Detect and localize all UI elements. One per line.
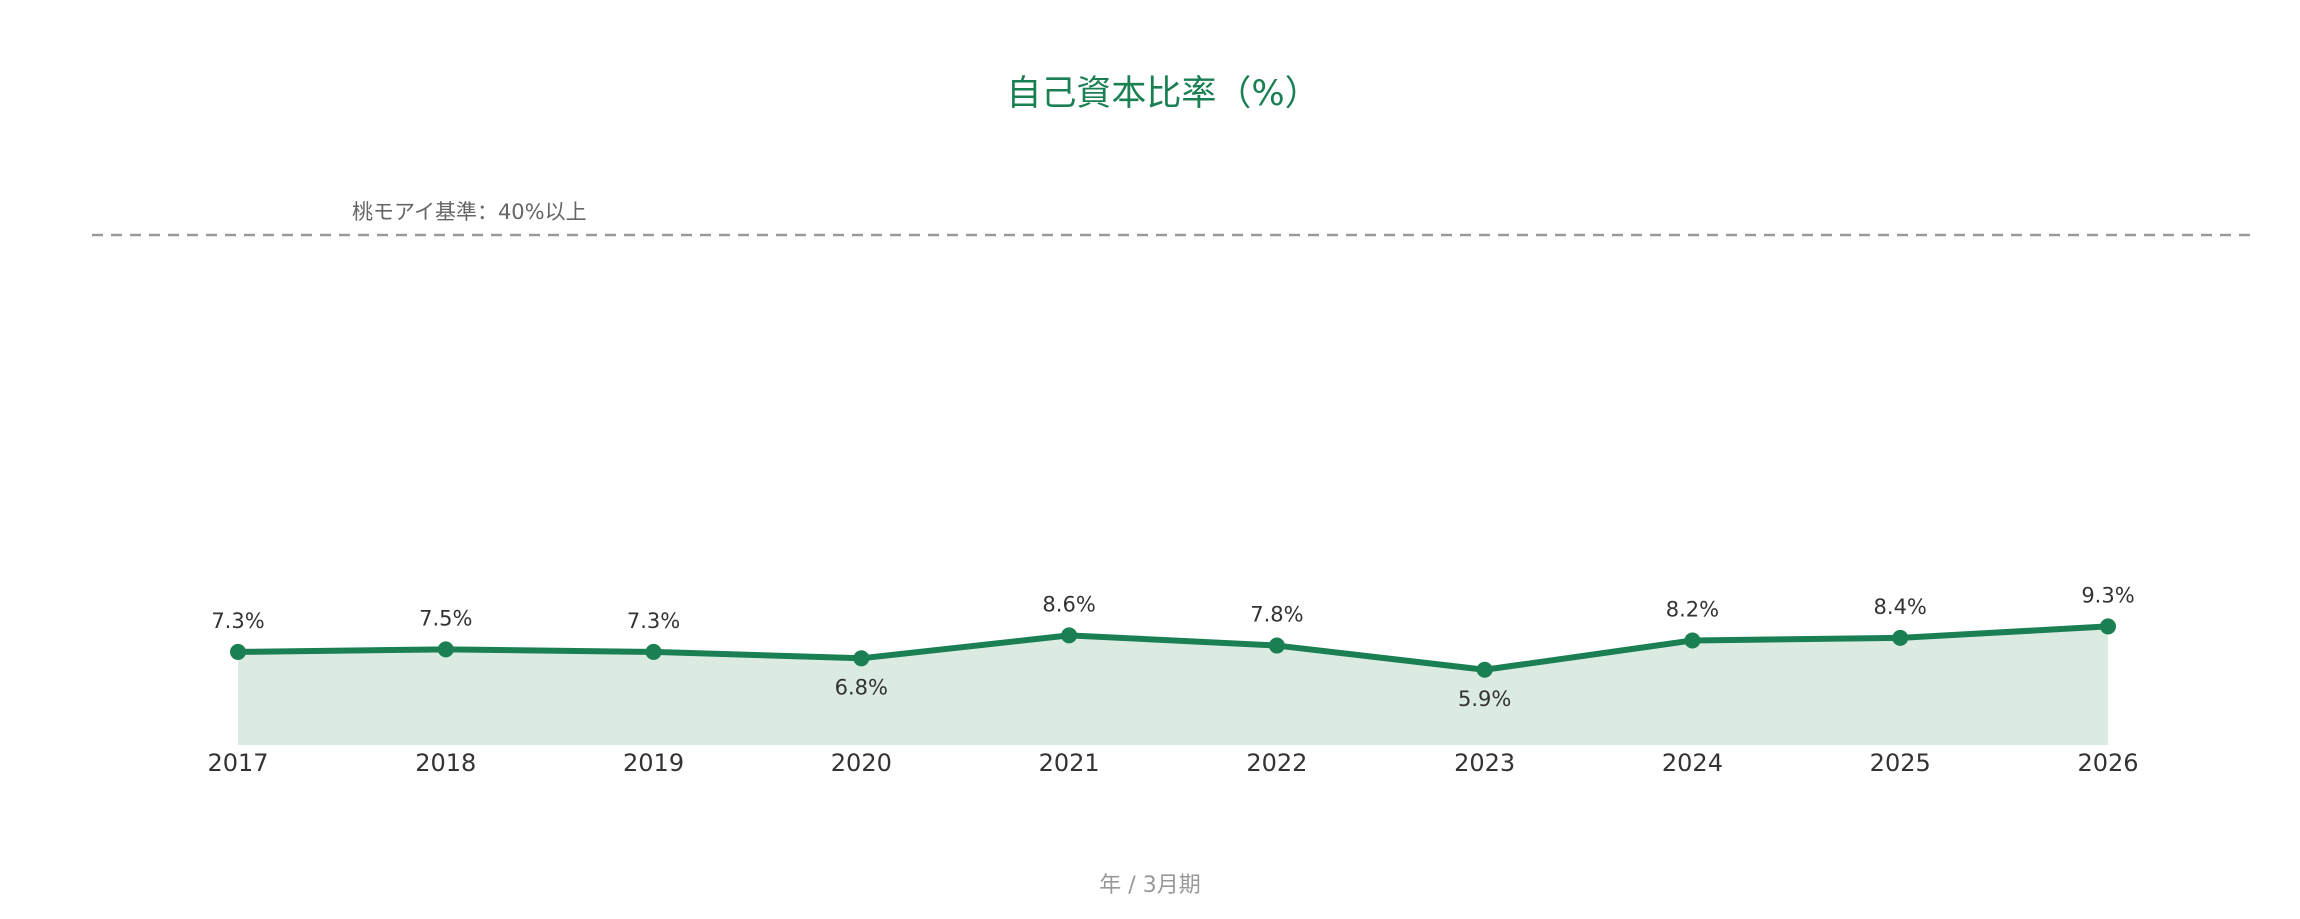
point bbox=[1684, 632, 1701, 649]
x-tick-label: 2026 bbox=[2077, 749, 2138, 777]
data-label: 6.8% bbox=[835, 675, 888, 699]
x-tick-label: 2017 bbox=[207, 749, 268, 777]
x-axis-title: 年 / 3月期 bbox=[1099, 873, 1200, 898]
x-tick-label: 2019 bbox=[623, 749, 684, 777]
data-label: 7.3% bbox=[211, 609, 264, 633]
data-label: 8.6% bbox=[1042, 592, 1095, 616]
point bbox=[853, 650, 870, 667]
x-tick-label: 2024 bbox=[1662, 749, 1723, 777]
x-tick-label: 2020 bbox=[831, 749, 892, 777]
data-label: 9.3% bbox=[2081, 583, 2134, 607]
data-label: 5.9% bbox=[1458, 687, 1511, 711]
data-label: 7.5% bbox=[419, 606, 472, 630]
area bbox=[238, 626, 2108, 745]
x-tick-label: 2022 bbox=[1246, 749, 1307, 777]
point bbox=[230, 643, 246, 660]
line bbox=[237, 623, 2109, 673]
data-label: 7.8% bbox=[1250, 603, 1303, 627]
data-label: 8.2% bbox=[1666, 597, 1719, 621]
chart-title: 自己資本比率（%） bbox=[1006, 74, 1319, 114]
point bbox=[1268, 637, 1285, 654]
data-label: 7.3% bbox=[627, 609, 680, 633]
point bbox=[645, 643, 662, 660]
x-tick-label: 2025 bbox=[1870, 749, 1931, 777]
reference-label: 桃モアイ基準：40%以上 bbox=[352, 200, 587, 224]
point bbox=[2100, 618, 2116, 635]
x-tick-label: 2023 bbox=[1454, 749, 1515, 777]
point bbox=[1061, 627, 1078, 644]
point bbox=[1892, 629, 1909, 646]
data-label: 8.4% bbox=[1874, 595, 1927, 619]
x-tick-label: 2018 bbox=[415, 749, 476, 777]
point bbox=[1476, 661, 1493, 678]
x-tick-label: 2021 bbox=[1039, 749, 1100, 777]
point bbox=[437, 641, 454, 658]
